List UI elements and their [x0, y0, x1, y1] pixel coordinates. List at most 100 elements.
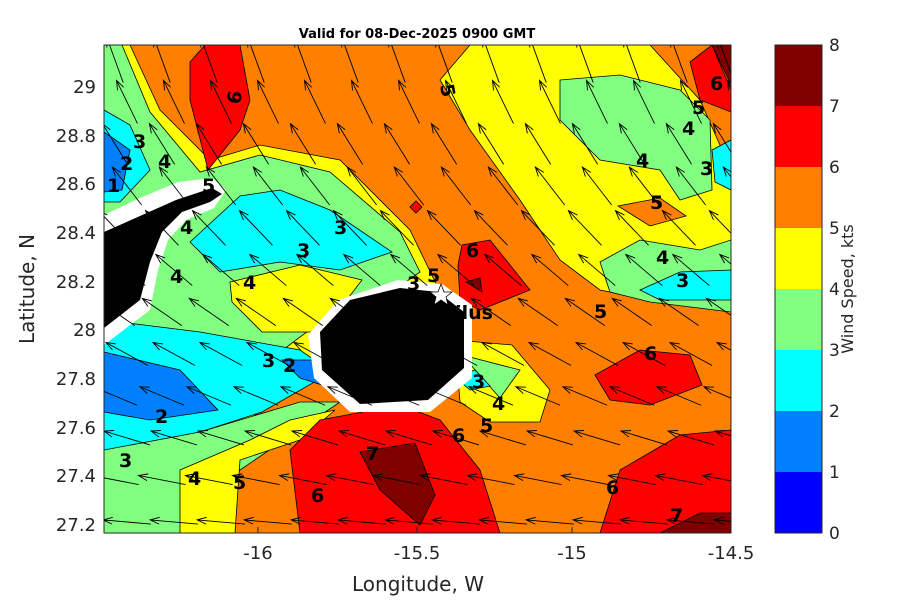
colorbar-tick-label: 2: [829, 402, 840, 422]
contour-label: 6: [223, 89, 247, 106]
wind-arrow: [104, 477, 139, 485]
wind-arrow: [389, 253, 428, 286]
contour-label: 3: [297, 240, 310, 262]
contour-label: 4: [243, 272, 256, 294]
contour-label: 4: [158, 151, 171, 173]
wind-arrow: [188, 297, 230, 326]
wind-arrow: [666, 430, 715, 446]
wind-arrow: [628, 165, 660, 206]
wind-arrow: [379, 209, 414, 246]
wind-arrow: [665, 122, 693, 165]
wind-arrow: [350, 79, 373, 124]
wind-arrow: [294, 45, 312, 83]
wind-arrow: [191, 209, 226, 246]
wind-arrow: [162, 79, 185, 124]
wind-arrow: [292, 341, 337, 366]
colorbar-swatch: [775, 45, 822, 106]
wind-arrow: [339, 341, 384, 366]
wind-arrow: [430, 122, 458, 165]
contour-label: 3: [334, 217, 347, 239]
wind-arrow: [141, 297, 183, 326]
wind-arrow: [467, 386, 514, 406]
wind-arrow: [336, 122, 364, 165]
colorbar-tick-label: 3: [829, 341, 840, 361]
wind-arrow: [235, 297, 277, 326]
wind-arrow: [201, 253, 240, 286]
colorbar-tick-label: 0: [829, 524, 840, 544]
wind-arrow: [290, 430, 339, 446]
wind-arrow: [151, 341, 196, 366]
wind-arrow: [299, 165, 331, 206]
contour-label: 7: [670, 505, 683, 527]
wind-arrow: [248, 253, 287, 286]
y-tick-label: 28.6: [56, 174, 96, 195]
wind-arrow: [195, 122, 223, 165]
wind-arrow: [466, 473, 515, 485]
wind-arrow: [285, 209, 320, 246]
wind-arrow: [256, 79, 279, 124]
wind-arrow: [231, 473, 280, 485]
wind-arrow: [232, 386, 279, 406]
wind-arrow: [530, 253, 569, 286]
wind-arrow: [209, 79, 232, 124]
wind-arrow: [712, 516, 731, 525]
station-star-icon: [428, 282, 454, 306]
wind-arrow: [520, 209, 555, 246]
wind-arrow: [567, 209, 602, 246]
wind-arrow: [376, 297, 418, 326]
wind-arrow: [524, 122, 552, 165]
wind-arrow: [701, 473, 731, 482]
wind-arrow: [384, 430, 433, 446]
contour-label: 3: [262, 350, 275, 372]
wind-arrow: [538, 79, 561, 124]
wind-arrow: [436, 253, 475, 286]
y-tick-label: 28.8: [56, 126, 96, 147]
contour-label: 5: [480, 415, 493, 437]
wind-arrow: [713, 430, 731, 438]
wind-arrow: [561, 386, 608, 406]
wind-arrow: [278, 473, 327, 485]
wind-arrow: [397, 79, 420, 124]
station-label: tilus: [446, 302, 493, 324]
wind-arrow: [491, 79, 514, 124]
wind-arrow: [148, 516, 198, 525]
chart-title: Valid for 08-Dec-2025 0900 GMT: [299, 27, 536, 42]
contour-label: 4: [180, 217, 193, 239]
x-axis-label: Longitude, W: [352, 572, 484, 596]
wind-arrow: [326, 386, 373, 406]
wind-arrow: [470, 297, 512, 326]
wind-arrow: [289, 516, 339, 525]
y-tick-label: 27.6: [56, 418, 96, 439]
wind-arrow: [295, 253, 334, 286]
contour-label: 5: [233, 472, 246, 494]
island-gran-canaria: [320, 288, 464, 404]
x-tick-label: -15: [557, 543, 586, 564]
wind-arrow: [245, 341, 290, 366]
wind-arrow: [104, 341, 149, 366]
wind-arrow: [614, 209, 649, 246]
contour-label: 7: [366, 443, 379, 465]
wind-arrow: [718, 253, 731, 265]
wind-arrow: [104, 390, 138, 406]
wind-arrow: [478, 430, 527, 446]
colorbar-swatch: [775, 350, 822, 411]
y-axis: 29 28.8 28.6 28.4 28.2 28 27.8 27.6 27.4…: [15, 77, 96, 536]
wind-arrow: [534, 165, 566, 206]
wind-arrow: [571, 516, 621, 525]
wind-arrow: [426, 209, 461, 246]
contour-labels: 5 6 1 2 3 4 5 4 3 3 4 4 6 5 3 3 2 2 3 4 …: [107, 73, 723, 527]
contour-7-8: [659, 512, 731, 533]
wind-arrows: [104, 45, 731, 525]
wind-arrow: [195, 516, 245, 525]
wind-arrow: [242, 122, 270, 165]
wind-arrow: [252, 165, 284, 206]
wind-arrow: [517, 297, 559, 326]
wind-arrow: [670, 45, 688, 83]
contour-label: 4: [492, 393, 505, 415]
contour-label: 2: [283, 355, 296, 377]
wind-arrow: [111, 165, 143, 206]
wind-arrow: [337, 430, 386, 446]
wind-arrow: [705, 297, 731, 316]
wind-arrow: [196, 430, 245, 446]
